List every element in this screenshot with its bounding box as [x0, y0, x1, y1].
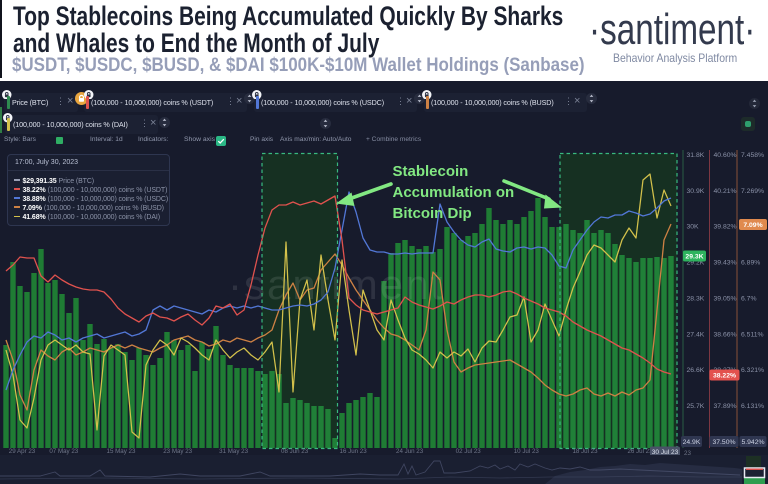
svg-text:·santiment: ·santiment	[228, 261, 444, 308]
svg-text:23 May 23: 23 May 23	[163, 448, 192, 455]
svg-text:02 Jul 23: 02 Jul 23	[456, 448, 482, 455]
svg-text:24.9K: 24.9K	[683, 439, 701, 446]
svg-text:Accumulation on: Accumulation on	[393, 184, 515, 201]
svg-text:31.8K: 31.8K	[687, 152, 705, 159]
svg-text:27.4K: 27.4K	[687, 331, 705, 338]
svg-text:31 May 23: 31 May 23	[219, 448, 248, 455]
svg-text:40.21%: 40.21%	[714, 188, 737, 195]
svg-text:7.269%: 7.269%	[741, 188, 764, 195]
svg-text:6.7%: 6.7%	[741, 295, 757, 302]
svg-text:6.131%: 6.131%	[741, 403, 764, 410]
svg-text:30.9K: 30.9K	[687, 188, 705, 195]
svg-text:29.3K: 29.3K	[685, 253, 703, 260]
svg-text:37.50%: 37.50%	[712, 439, 735, 446]
svg-text:07 May 23: 07 May 23	[49, 448, 78, 455]
svg-text:39.05%: 39.05%	[714, 295, 737, 302]
svg-text:6.511%: 6.511%	[741, 331, 764, 338]
svg-text:26.6K: 26.6K	[687, 367, 705, 374]
svg-text:38.22%: 38.22%	[713, 372, 736, 379]
svg-text:15 May 23: 15 May 23	[107, 448, 136, 455]
svg-text:16 Jun 23: 16 Jun 23	[340, 448, 368, 455]
svg-text:7.09%: 7.09%	[743, 222, 762, 229]
svg-text:6.89%: 6.89%	[741, 260, 760, 267]
svg-text:Bitcoin Dip: Bitcoin Dip	[393, 205, 472, 222]
svg-text:5.942%: 5.942%	[741, 439, 764, 446]
svg-text:6.321%: 6.321%	[741, 367, 764, 374]
svg-text:23: 23	[684, 450, 691, 455]
svg-text:30K: 30K	[687, 224, 700, 231]
svg-text:37.89%: 37.89%	[714, 403, 737, 410]
svg-text:7.458%: 7.458%	[741, 152, 764, 159]
svg-text:10 Jul 23: 10 Jul 23	[514, 448, 540, 455]
svg-text:40.60%: 40.60%	[714, 152, 737, 159]
svg-text:Stablecoin: Stablecoin	[393, 163, 469, 180]
svg-text:25.7K: 25.7K	[687, 403, 705, 410]
svg-text:29 Apr 23: 29 Apr 23	[9, 448, 36, 455]
svg-text:26 Jul 23: 26 Jul 23	[627, 448, 653, 455]
svg-text:28.3K: 28.3K	[687, 295, 705, 302]
svg-text:38.66%: 38.66%	[714, 331, 737, 338]
svg-text:39.82%: 39.82%	[714, 224, 737, 231]
svg-text:29.2K: 29.2K	[687, 260, 705, 267]
svg-text:08 Jun 23: 08 Jun 23	[281, 448, 309, 455]
svg-text:18 Jul 23: 18 Jul 23	[572, 448, 598, 455]
svg-text:30 Jul 23: 30 Jul 23	[652, 449, 679, 455]
svg-text:24 Jun 23: 24 Jun 23	[396, 448, 424, 455]
svg-text:39.43%: 39.43%	[714, 260, 737, 267]
